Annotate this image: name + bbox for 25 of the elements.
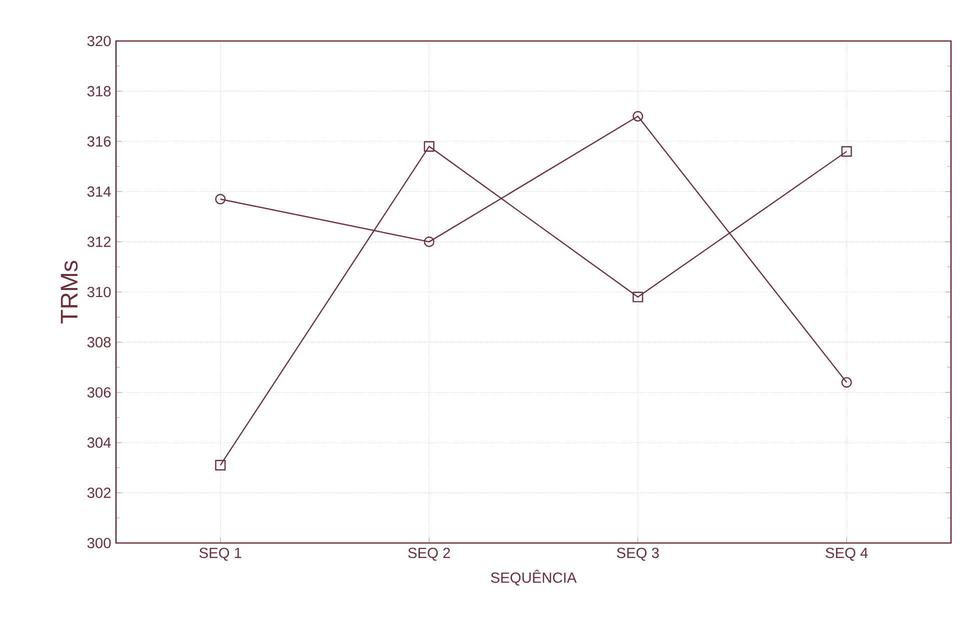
- y-tick-label: 308: [87, 337, 111, 348]
- y-tick-label: 312: [87, 236, 111, 247]
- y-tick-label: 314: [87, 186, 111, 197]
- point: [424, 141, 434, 152]
- y-tick-label: 318: [87, 86, 111, 96]
- x-tick-label: SEQ 2: [408, 548, 450, 561]
- point: [841, 146, 852, 157]
- point: [215, 460, 226, 470]
- x-tick-label: SEQ 1: [199, 548, 242, 561]
- y-tick-label: 302: [87, 488, 111, 498]
- x-tick-label: SEQ 4: [826, 548, 868, 561]
- point: [424, 236, 434, 248]
- y-tick-label: 304: [87, 437, 111, 448]
- y-tick-label: 306: [87, 387, 111, 398]
- y-tick-label: 320: [87, 36, 111, 46]
- point: [215, 194, 226, 204]
- y-axis-title: TRMs: [60, 260, 78, 324]
- point: [632, 111, 644, 122]
- y-tick-label: 310: [87, 286, 111, 298]
- point: [841, 377, 852, 388]
- y-tick-label: 316: [87, 136, 111, 147]
- x-tick-label: SEQ 3: [616, 548, 659, 561]
- point: [632, 292, 644, 302]
- y-tick-label: 300: [87, 538, 111, 548]
- x-axis-title: SEQUÊNCIA: [490, 570, 577, 586]
